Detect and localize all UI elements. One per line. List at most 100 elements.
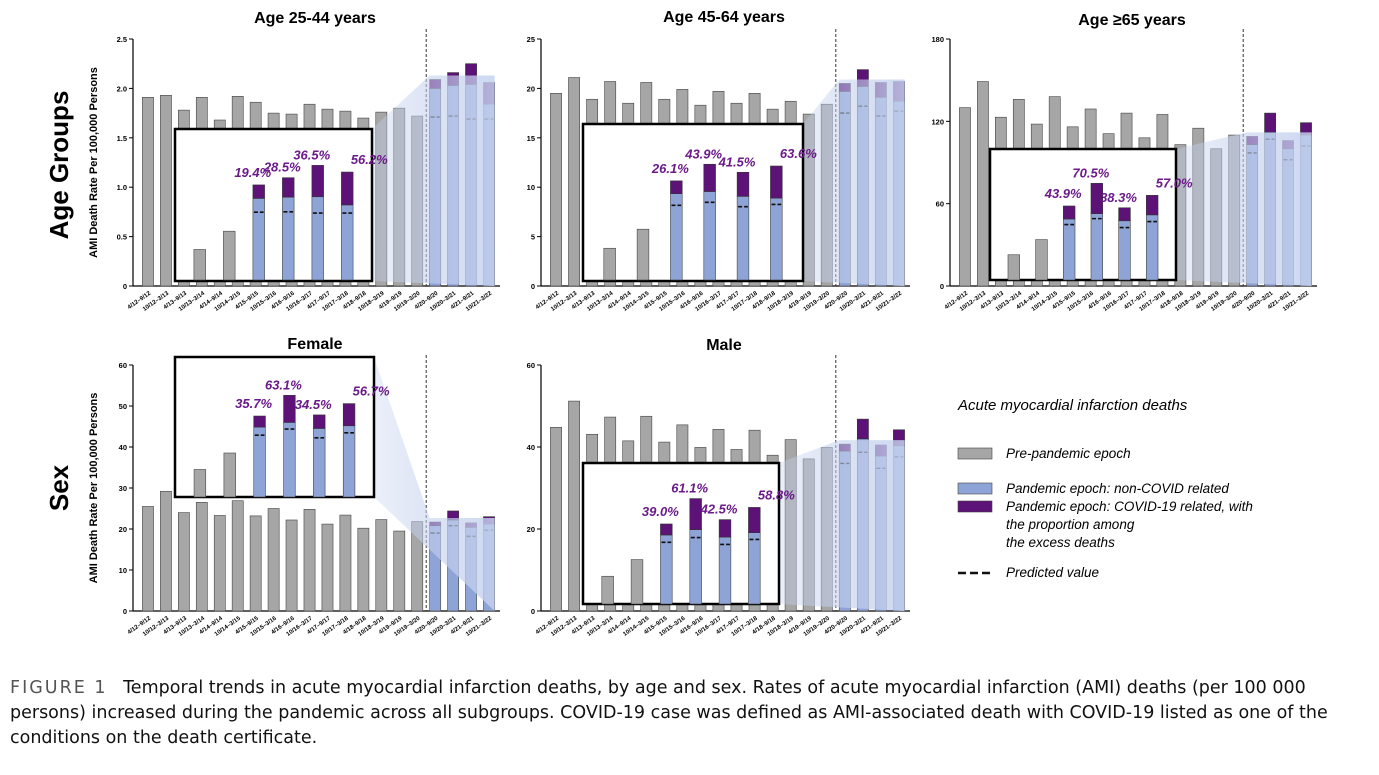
inset-bar-pre	[601, 575, 614, 605]
inset-bar-covid	[748, 507, 761, 533]
inset-bar-non-covid	[660, 534, 673, 605]
inset-bar-covid	[252, 184, 265, 199]
chart-title: Female	[287, 336, 342, 353]
inset-percentage-label: 28.5%	[263, 160, 301, 175]
bar-pre-pandemic	[550, 93, 562, 287]
inset-bar-non-covid	[1090, 213, 1103, 281]
inset-percentage-label: 63.1%	[265, 377, 302, 392]
inset-bar-pre	[603, 247, 616, 281]
inset-percentage-label: 19.4%	[234, 165, 271, 180]
bar-covid	[856, 418, 869, 440]
inset-bar-covid	[253, 415, 266, 428]
chart-title: Age ≥65 years	[1078, 12, 1186, 29]
y-tick-label: 50	[119, 402, 127, 411]
inset-bar-non-covid	[736, 196, 750, 281]
y-tick-label: 15	[527, 134, 535, 143]
inset-bar-pre	[223, 452, 236, 498]
bar-pre-pandemic	[375, 519, 388, 612]
inset-box	[173, 127, 374, 283]
inset-bar-covid	[1063, 205, 1076, 220]
y-tick-label: 25	[527, 35, 535, 44]
row-label-age-groups: Age Groups	[44, 91, 74, 240]
legend-swatch-non_covid	[957, 482, 993, 495]
inset-box	[581, 122, 805, 283]
bar-pre-pandemic	[160, 490, 172, 612]
y-tick-label: 1.5	[117, 134, 127, 143]
y-tick-label: 0	[940, 282, 944, 291]
inset-percentage-label: 57.0%	[1156, 175, 1193, 190]
y-tick-label: 20	[527, 525, 535, 534]
y-tick-label: 0.5	[117, 233, 127, 242]
bar-pre-pandemic	[393, 530, 406, 612]
inset-bar-covid	[282, 177, 295, 198]
inset-percentage-label: 35.7%	[235, 396, 272, 411]
chart-title: Age 25-44 years	[254, 10, 376, 27]
bar-pre-pandemic	[321, 523, 334, 612]
inset-bar-non-covid	[689, 529, 702, 605]
inset-bar-non-covid	[770, 197, 783, 281]
legend-title: Acute myocardial infarction deaths	[957, 397, 1188, 414]
inset-percentage-label: 39.0%	[642, 504, 679, 519]
inset-bar-non-covid	[703, 191, 716, 281]
y-tick-label: 20	[527, 84, 535, 93]
y-tick-label: 5	[531, 233, 535, 242]
y-tick-label: 40	[527, 443, 535, 452]
y-tick-label: 2.0	[117, 84, 127, 93]
chart-panel-1: Age 45-64 years05101520254/12–9/1210/12–…	[527, 9, 910, 313]
inset-bar-non-covid	[718, 536, 732, 605]
legend-label: Pre-pandemic epoch	[1006, 446, 1131, 461]
y-tick-label: 30	[119, 484, 127, 493]
y-tick-label: 60	[936, 200, 944, 209]
y-tick-label: 180	[931, 35, 944, 44]
y-tick-label: 20	[119, 525, 127, 534]
inset-bar-covid	[670, 180, 683, 194]
figure-caption: FIGURE 1 Temporal trends in acute myocar…	[10, 676, 1370, 751]
inset-bar-covid	[342, 403, 356, 427]
inset-bar-pre	[1007, 254, 1020, 281]
y-axis-label: AMI Death Rate Per 100,000 Persons	[88, 67, 100, 258]
inset-bar-covid	[703, 163, 716, 192]
inset-bar-covid	[1090, 183, 1103, 214]
inset-bar-non-covid	[1146, 214, 1159, 281]
bar-pre-pandemic	[142, 506, 154, 612]
bar-pre-pandemic	[249, 515, 262, 612]
inset-bar-covid	[313, 414, 326, 429]
bar-pre-pandemic	[550, 427, 562, 612]
row-label-sex: Sex	[44, 464, 74, 511]
chart-panel-2: Age ≥65 years0601201804/12–9/1210/12–3/1…	[931, 12, 1317, 313]
inset-bar-covid	[689, 498, 702, 530]
bar-pre-pandemic	[959, 107, 971, 287]
inset-bar-non-covid	[311, 196, 324, 281]
bar-pre-pandemic	[568, 77, 580, 287]
chart-panel-3: Female AMI Death Rate Per 100,000 Persons…	[88, 336, 500, 638]
bar-pre-pandemic	[285, 519, 298, 612]
inset-bar-covid	[718, 519, 732, 538]
inset-bar-covid	[283, 395, 296, 423]
inset-bar-pre	[193, 249, 206, 281]
inset-bar-non-covid	[748, 532, 761, 605]
y-tick-label: 1.0	[117, 183, 127, 192]
inset-bar-pre	[1035, 239, 1048, 281]
inset-bar-pre	[630, 559, 644, 605]
y-tick-label: 0	[531, 282, 535, 291]
inset-bar-covid	[770, 165, 783, 199]
bar-pre-pandemic	[357, 527, 370, 612]
bar-pre-pandemic	[195, 502, 208, 612]
figure-label: FIGURE 1	[10, 678, 108, 698]
inset-bar-pre	[193, 469, 207, 498]
inset-percentage-label: 43.9%	[1044, 186, 1082, 201]
inset-percentage-label: 26.1%	[651, 161, 689, 176]
inset-percentage-label: 56.7%	[353, 384, 390, 399]
inset-bar-covid	[736, 171, 750, 197]
inset-bar-non-covid	[282, 196, 295, 281]
inset-box	[173, 355, 376, 499]
inset-percentage-label: 56.2%	[351, 152, 388, 167]
inset-bar-non-covid	[670, 193, 683, 281]
inset-bar-non-covid	[342, 425, 356, 498]
inset-bar-covid	[341, 171, 354, 206]
inset-bar-non-covid	[283, 422, 296, 498]
bar-pre-pandemic	[231, 500, 244, 612]
bar-pre-pandemic	[213, 515, 226, 612]
y-tick-label: 10	[119, 566, 127, 575]
inset-percentage-label: 38.3%	[1100, 190, 1137, 205]
